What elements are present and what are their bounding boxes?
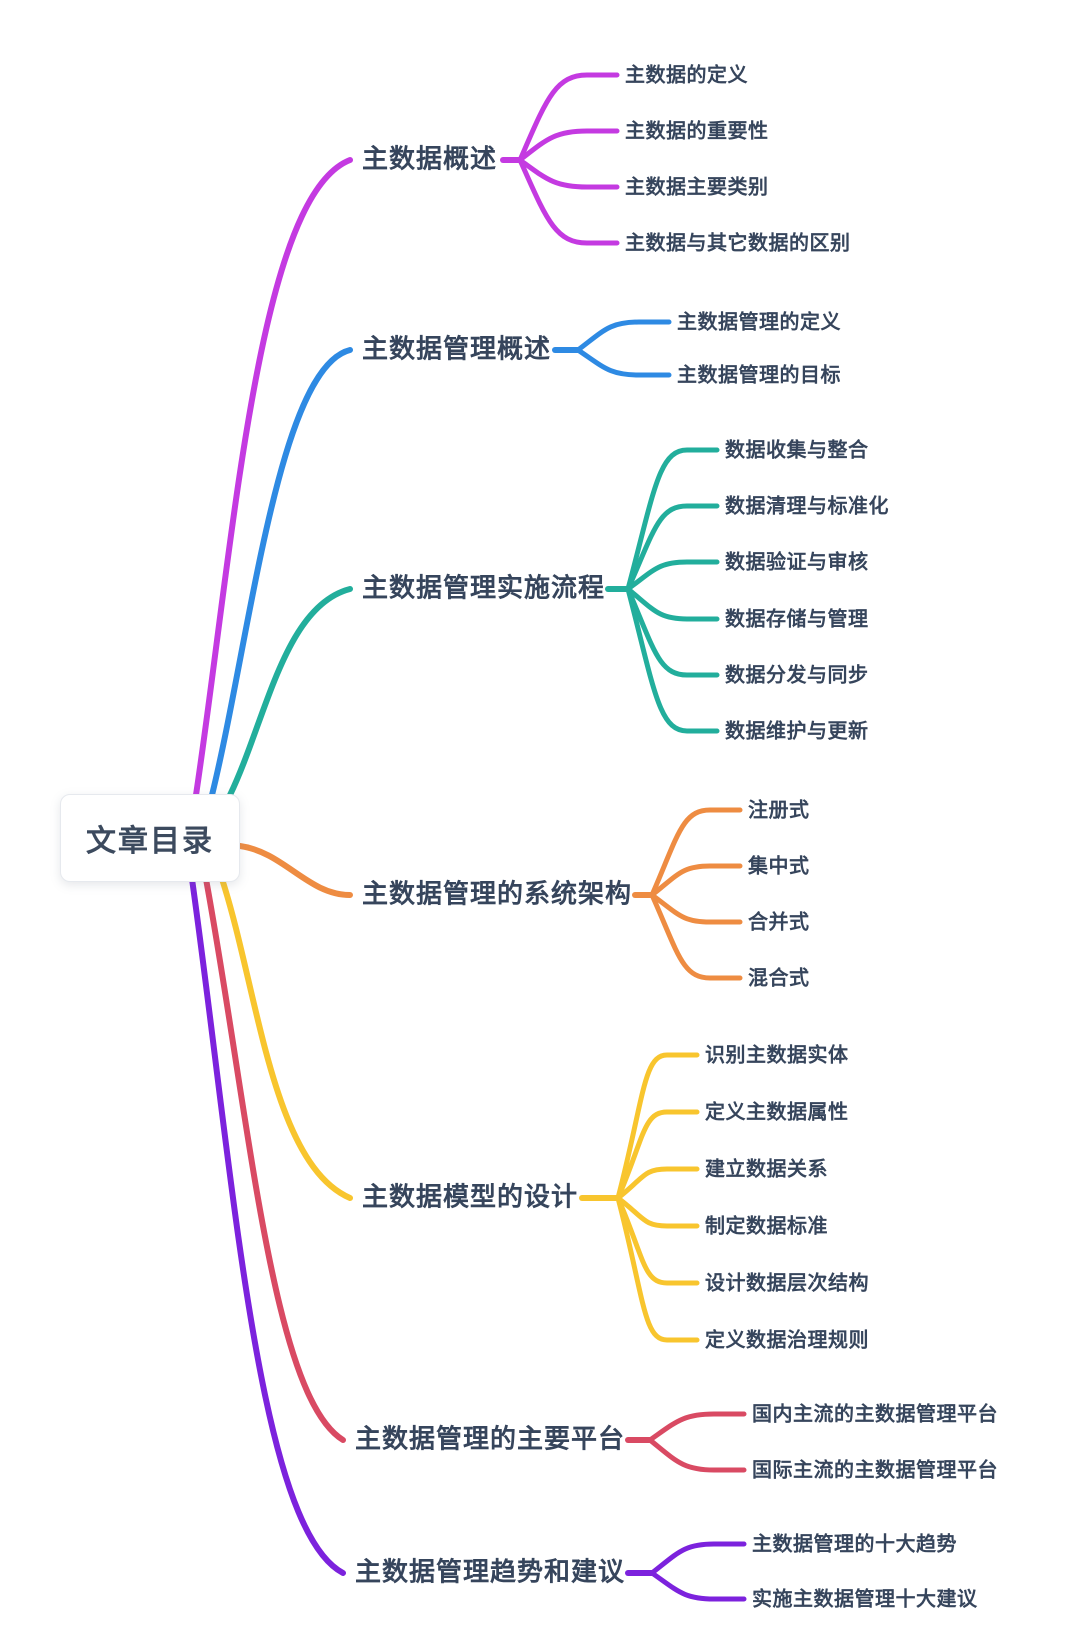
child-connector xyxy=(625,586,720,734)
root-node[interactable]: 文章目录 xyxy=(60,794,240,882)
child-topic[interactable]: 注册式 xyxy=(748,799,810,822)
child-connector xyxy=(517,128,620,163)
root-label: 文章目录 xyxy=(86,825,214,858)
child-connector xyxy=(649,1541,747,1576)
child-topic[interactable]: 主数据管理的十大趋势 xyxy=(752,1533,957,1556)
child-topic[interactable]: 集中式 xyxy=(748,855,810,878)
child-topic[interactable]: 主数据与其它数据的区别 xyxy=(625,232,851,255)
branch-connector xyxy=(227,586,353,798)
child-connector xyxy=(615,1195,700,1343)
child-connector xyxy=(625,559,720,592)
child-topic[interactable]: 主数据的定义 xyxy=(625,64,748,87)
child-topic[interactable]: 实施主数据管理十大建议 xyxy=(752,1588,978,1611)
child-topic[interactable]: 定义数据治理规则 xyxy=(705,1329,869,1352)
branch-connector xyxy=(209,347,353,798)
child-topic[interactable]: 合并式 xyxy=(748,911,810,934)
child-topic[interactable]: 主数据主要类别 xyxy=(625,176,769,199)
branch-connector xyxy=(219,876,353,1201)
child-connector xyxy=(517,157,620,190)
child-topic[interactable]: 建立数据关系 xyxy=(705,1158,828,1181)
child-topic[interactable]: 混合式 xyxy=(748,967,810,990)
child-topic[interactable]: 国内主流的主数据管理平台 xyxy=(752,1403,998,1426)
child-connector xyxy=(625,586,720,678)
child-topic[interactable]: 主数据的重要性 xyxy=(625,120,769,143)
child-connector xyxy=(649,1570,747,1602)
child-topic[interactable]: 设计数据层次结构 xyxy=(705,1272,869,1295)
child-topic[interactable]: 国际主流的主数据管理平台 xyxy=(752,1459,998,1482)
child-connector xyxy=(575,347,672,378)
child-connector xyxy=(649,892,743,925)
child-topic[interactable]: 定义主数据属性 xyxy=(705,1101,849,1124)
branch-topic[interactable]: 主数据管理的主要平台 xyxy=(355,1423,626,1454)
child-topic[interactable]: 数据存储与管理 xyxy=(725,608,869,631)
child-connector xyxy=(649,892,743,981)
child-connector xyxy=(649,807,743,898)
child-connector xyxy=(649,863,743,898)
child-topic[interactable]: 数据清理与标准化 xyxy=(725,495,889,518)
child-topic[interactable]: 主数据管理的目标 xyxy=(677,364,841,387)
child-connector xyxy=(615,1195,700,1286)
child-connector xyxy=(625,586,720,622)
child-topic[interactable]: 数据验证与审核 xyxy=(725,551,869,574)
child-topic[interactable]: 制定数据标准 xyxy=(705,1215,828,1238)
branch-connector xyxy=(203,876,346,1443)
child-connector xyxy=(517,72,620,163)
child-topic[interactable]: 数据维护与更新 xyxy=(725,720,869,743)
child-connector xyxy=(517,157,620,246)
child-connector xyxy=(625,447,720,592)
branch-connector xyxy=(193,157,353,798)
child-connector xyxy=(615,1195,700,1229)
child-connector xyxy=(615,1052,700,1201)
branch-topic[interactable]: 主数据管理概述 xyxy=(362,333,552,364)
child-connector xyxy=(625,503,720,592)
branch-topic[interactable]: 主数据概述 xyxy=(362,143,498,174)
child-topic[interactable]: 数据分发与同步 xyxy=(725,664,869,687)
child-topic[interactable]: 数据收集与整合 xyxy=(725,439,869,462)
branch-topic[interactable]: 主数据管理实施流程 xyxy=(362,572,606,603)
child-connector xyxy=(615,1166,700,1201)
child-topic[interactable]: 识别主数据实体 xyxy=(705,1044,849,1067)
child-connector xyxy=(575,319,672,353)
branch-topic[interactable]: 主数据模型的设计 xyxy=(362,1181,579,1212)
child-connector xyxy=(647,1437,747,1473)
branch-connector xyxy=(237,843,353,898)
child-topic[interactable]: 主数据管理的定义 xyxy=(677,311,841,334)
branch-topic[interactable]: 主数据管理趋势和建议 xyxy=(355,1556,626,1587)
branch-connector xyxy=(189,876,346,1576)
child-connector xyxy=(615,1109,700,1201)
branch-topic[interactable]: 主数据管理的系统架构 xyxy=(362,878,633,909)
child-connector xyxy=(647,1411,747,1443)
